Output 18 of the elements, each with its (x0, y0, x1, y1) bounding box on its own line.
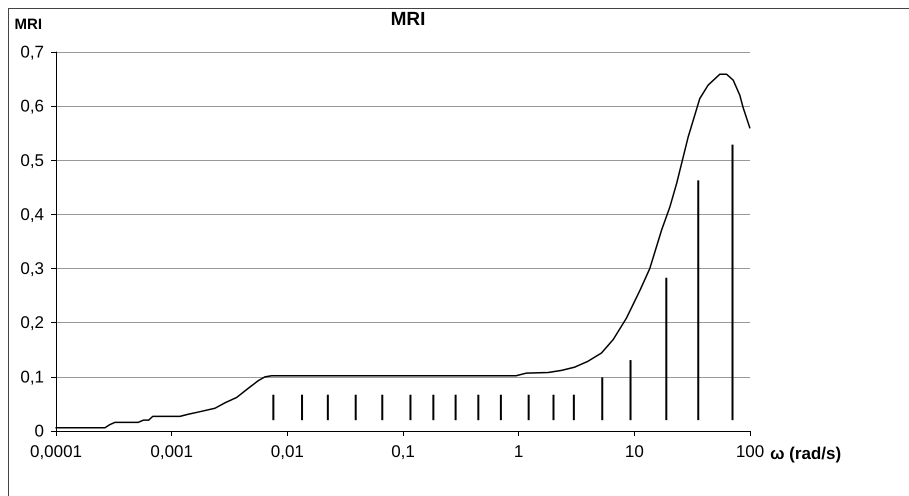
x-tick-label: 0,0001 (30, 442, 82, 461)
y-tick-label: 0,4 (20, 204, 44, 224)
y-tick-label: 0,6 (20, 96, 44, 116)
chart-title: MRI (390, 9, 426, 30)
y-tick-label: 0,5 (20, 150, 44, 170)
y-tick-label: 0,3 (20, 259, 44, 278)
y-tick-label: 0,1 (20, 367, 44, 386)
y-tick-label: 0,7 (20, 42, 44, 62)
x-tick-label: 0,001 (150, 442, 193, 461)
y-tick-label: 0 (34, 422, 44, 440)
x-tick-label: 0,1 (391, 442, 415, 461)
x-tick-label: 1 (514, 442, 524, 461)
x-tick-label: 10 (624, 442, 644, 461)
x-tick-label: 0,01 (270, 442, 304, 461)
x-tick-label: 100 (736, 442, 764, 461)
x-axis-title: ω (rad/s) (770, 444, 842, 463)
y-tick-label: 0,2 (20, 313, 44, 332)
y-axis-title: MRI (14, 16, 42, 33)
